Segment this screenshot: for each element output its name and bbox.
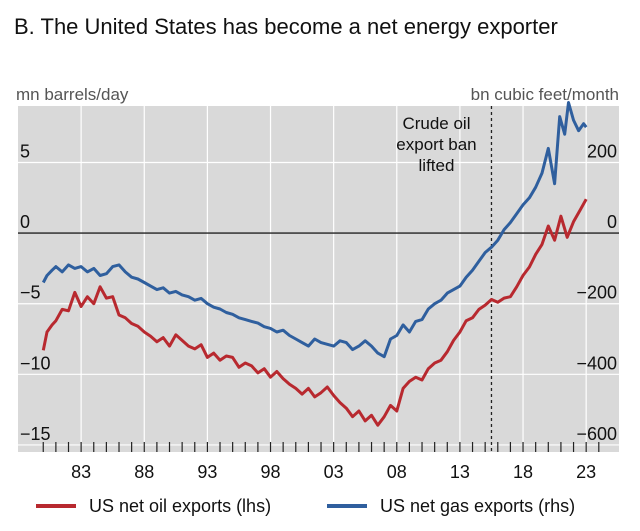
x-tick-labels: 83 88 93 98 03 08 13 18 23 xyxy=(71,462,596,482)
x-tick-label: 93 xyxy=(197,462,217,482)
series-line-oil xyxy=(41,198,588,427)
x-tick-label: 88 xyxy=(134,462,154,482)
gridlines xyxy=(18,106,619,452)
x-tick-label: 03 xyxy=(324,462,344,482)
right-tick-label: −400 xyxy=(576,353,617,373)
x-axis-ticks xyxy=(42,442,600,452)
export-ban-annotation: Crude oil export ban lifted xyxy=(396,114,476,175)
right-tick-label: 200 xyxy=(587,141,617,161)
left-tick-label: −5 xyxy=(20,283,41,303)
x-tick-label: 13 xyxy=(450,462,470,482)
x-tick-label: 18 xyxy=(513,462,533,482)
left-tick-label: −15 xyxy=(20,424,51,444)
left-axis-label: mn barrels/day xyxy=(16,85,129,104)
x-tick-label: 23 xyxy=(576,462,596,482)
x-tick-label: 98 xyxy=(261,462,281,482)
annotation-line-2: export ban xyxy=(396,135,476,154)
left-tick-label: 5 xyxy=(20,141,30,161)
right-tick-label: 0 xyxy=(607,212,617,232)
right-axis-label: bn cubic feet/month xyxy=(471,85,619,104)
right-tick-label: −200 xyxy=(576,283,617,303)
legend-label-gas: US net gas exports (rhs) xyxy=(380,496,575,516)
plot-area xyxy=(18,106,619,452)
left-tick-label: 0 xyxy=(20,212,30,232)
right-tick-labels: 200 0 −200 −400 −600 xyxy=(576,141,617,443)
right-tick-label: −600 xyxy=(576,424,617,444)
annotation-line-1: Crude oil xyxy=(402,114,470,133)
left-tick-labels: 5 0 −5 −10 −15 xyxy=(20,141,51,443)
x-tick-label: 83 xyxy=(71,462,91,482)
x-tick-label: 08 xyxy=(387,462,407,482)
legend-label-oil: US net oil exports (lhs) xyxy=(89,496,271,516)
chart-title: B. The United States has become a net en… xyxy=(14,14,558,39)
left-tick-label: −10 xyxy=(20,353,51,373)
series-line-gas xyxy=(41,101,588,359)
annotation-line-3: lifted xyxy=(419,156,455,175)
legend: US net oil exports (lhs) US net gas expo… xyxy=(36,496,575,516)
